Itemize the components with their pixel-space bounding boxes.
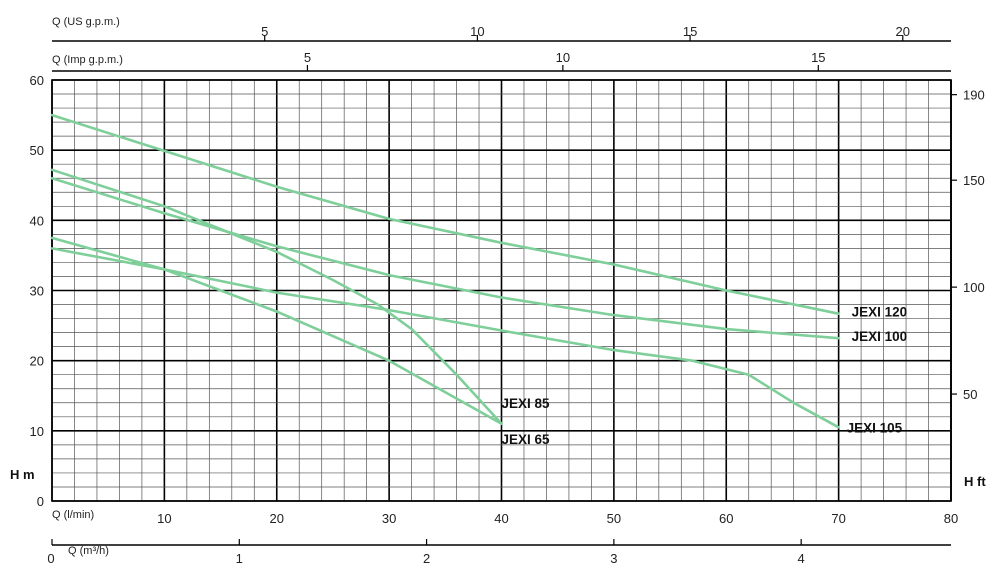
us-tick-label: 15 bbox=[683, 24, 697, 39]
left-y-axis-label: H m bbox=[10, 467, 35, 482]
x-tick-label: 80 bbox=[944, 511, 958, 526]
series-lines bbox=[50, 113, 840, 429]
x-tick-label: 30 bbox=[382, 511, 396, 526]
x-tick-label: 40 bbox=[494, 511, 508, 526]
series-line-jexi-85 bbox=[50, 168, 503, 426]
right-tick-label: 190 bbox=[963, 88, 985, 103]
m3h-tick-label: 2 bbox=[423, 551, 430, 566]
x-tick-label: 60 bbox=[719, 511, 733, 526]
y-tick-label: 30 bbox=[30, 284, 44, 299]
y-tick-label: 0 bbox=[37, 494, 44, 509]
series-label-jexi-85: JEXI 85 bbox=[502, 396, 551, 411]
m3h-tick-label: 4 bbox=[798, 551, 805, 566]
right-y-axis-label: H ft bbox=[964, 474, 986, 489]
us-tick-label: 20 bbox=[896, 24, 910, 39]
right-tick-label: 150 bbox=[963, 173, 985, 188]
m3h-axis-label: Q (m³/h) bbox=[68, 545, 109, 557]
y-tick-label: 50 bbox=[30, 143, 44, 158]
y-tick-label: 40 bbox=[30, 213, 44, 228]
m3h-tick-label: 1 bbox=[236, 551, 243, 566]
us-tick-label: 5 bbox=[261, 24, 268, 39]
imp-tick-label: 15 bbox=[811, 50, 825, 65]
series-label-jexi-100: JEXI 100 bbox=[852, 329, 908, 344]
series-line-jexi-120 bbox=[50, 113, 840, 315]
imp-tick-label: 10 bbox=[556, 50, 570, 65]
series-label-jexi-65: JEXI 65 bbox=[502, 432, 551, 447]
y-tick-label: 10 bbox=[30, 424, 44, 439]
right-tick-label: 50 bbox=[963, 387, 977, 402]
imp-gpm-axis-label: Q (Imp g.p.m.) bbox=[52, 54, 123, 66]
series-line-jexi-105 bbox=[50, 247, 840, 429]
m3h-tick-label: 0 bbox=[47, 551, 54, 566]
x-tick-label: 50 bbox=[607, 511, 621, 526]
y-tick-label: 20 bbox=[30, 354, 44, 369]
series-label-jexi-120: JEXI 120 bbox=[852, 305, 908, 320]
right-tick-label: 100 bbox=[963, 280, 985, 295]
plot-frame bbox=[51, 35, 957, 546]
lmin-axis-label: Q (l/min) bbox=[52, 509, 94, 521]
series-label-jexi-105: JEXI 105 bbox=[847, 420, 903, 435]
series-labels: JEXI 120 JEXI 100 JEXI 105 JEXI 85 JEXI 65 bbox=[502, 305, 908, 447]
x-tick-label: 10 bbox=[157, 511, 171, 526]
us-gpm-axis-label: Q (US g.p.m.) bbox=[52, 16, 120, 28]
imp-tick-label: 5 bbox=[304, 50, 311, 65]
y-tick-label: 60 bbox=[30, 73, 44, 88]
series-line-jexi-100 bbox=[50, 176, 840, 340]
x-tick-label: 20 bbox=[270, 511, 284, 526]
series-line-jexi-65 bbox=[50, 236, 503, 426]
us-tick-label: 10 bbox=[470, 24, 484, 39]
x-tick-label: 70 bbox=[831, 511, 845, 526]
m3h-tick-label: 3 bbox=[610, 551, 617, 566]
